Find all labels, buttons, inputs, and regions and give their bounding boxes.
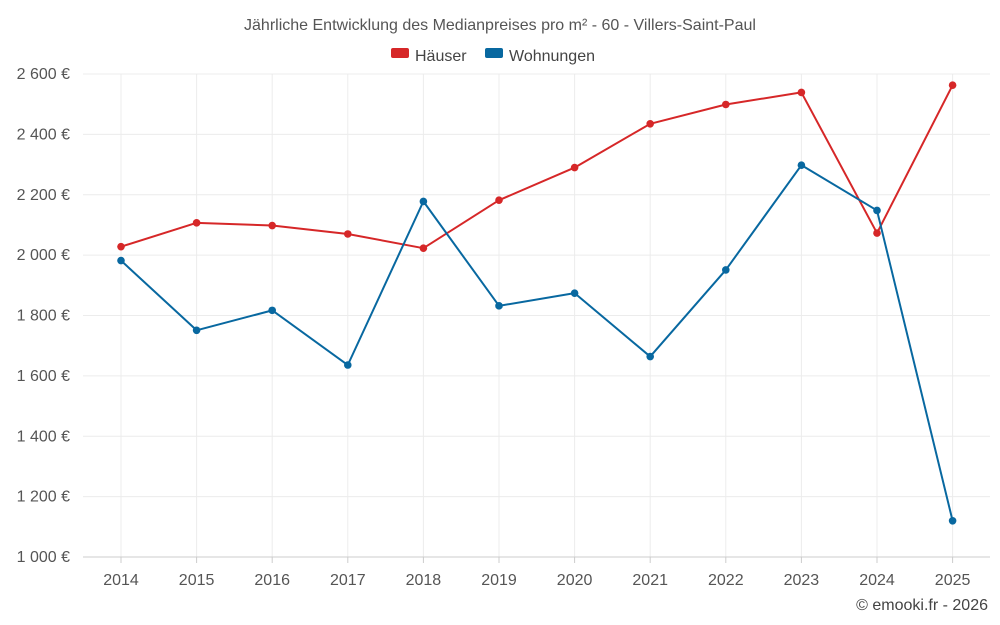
data-point-wohnungen xyxy=(192,326,201,335)
data-point-wohnungen xyxy=(268,306,277,315)
series xyxy=(117,81,957,525)
data-point-haeuser xyxy=(192,219,201,227)
y-tick-label: 2 200 € xyxy=(17,187,70,204)
x-tick-label: 2025 xyxy=(935,572,971,589)
data-point-haeuser xyxy=(646,120,654,128)
x-tick-label: 2024 xyxy=(859,572,895,589)
y-tick-label: 2 000 € xyxy=(17,247,70,264)
data-point-wohnungen xyxy=(344,361,352,369)
data-point-haeuser xyxy=(344,230,352,238)
legend-swatch-wohnungen xyxy=(485,48,503,58)
credit-text: © emooki.fr - 2026 xyxy=(856,597,988,614)
data-point-haeuser xyxy=(495,196,503,204)
data-point-wohnungen xyxy=(646,352,654,361)
y-tick-label: 2 400 € xyxy=(17,126,70,143)
data-point-haeuser xyxy=(873,229,881,237)
y-tick-label: 1 000 € xyxy=(17,549,70,566)
x-tick-label: 2018 xyxy=(406,572,442,589)
data-point-wohnungen xyxy=(419,197,428,206)
x-tick-label: 2019 xyxy=(481,572,517,589)
legend-label-haeuser: Häuser xyxy=(415,48,467,65)
x-tick-label: 2020 xyxy=(557,572,593,589)
data-point-wohnungen xyxy=(570,289,579,297)
data-point-wohnungen xyxy=(873,206,881,215)
data-point-wohnungen xyxy=(948,516,957,525)
legend-swatch-haeuser xyxy=(391,48,409,58)
data-point-wohnungen xyxy=(495,302,503,310)
data-point-haeuser xyxy=(948,81,957,89)
y-tick-label: 1 800 € xyxy=(17,308,70,325)
data-point-haeuser xyxy=(117,242,125,251)
x-tick-label: 2023 xyxy=(784,572,820,589)
data-point-haeuser xyxy=(419,244,428,252)
data-point-haeuser xyxy=(722,100,730,109)
x-tick-label: 2015 xyxy=(179,572,215,589)
series-line-wohnungen xyxy=(120,164,954,522)
x-tick-label: 2022 xyxy=(708,572,744,589)
x-tick-label: 2014 xyxy=(103,572,139,589)
y-tick-label: 1 200 € xyxy=(17,489,70,506)
y-tick-label: 2 600 € xyxy=(17,66,70,83)
legend-item-wohnungen[interactable]: Wohnungen xyxy=(485,48,595,65)
axes: 1 000 € 1 200 € 1 400 € 1 600 € 1 800 € 2 000… xyxy=(17,66,990,589)
y-tick-label: 1 600 € xyxy=(17,368,70,385)
series-line-haeuser xyxy=(120,84,954,250)
data-point-haeuser xyxy=(797,88,806,97)
data-point-haeuser xyxy=(268,221,277,230)
x-tick-label: 2016 xyxy=(254,572,290,589)
data-point-wohnungen xyxy=(797,161,806,169)
y-tick-label: 1 400 € xyxy=(17,428,70,445)
data-point-haeuser xyxy=(570,163,579,172)
x-tick-label: 2021 xyxy=(632,572,668,589)
x-tick-label: 2017 xyxy=(330,572,366,589)
grid xyxy=(83,73,990,557)
legend-item-haeuser[interactable]: Häuser xyxy=(391,48,467,65)
data-point-wohnungen xyxy=(117,256,125,265)
legend-label-wohnungen: Wohnungen xyxy=(509,48,595,65)
legend: Häuser Wohnungen xyxy=(391,48,595,65)
data-point-wohnungen xyxy=(722,266,730,274)
chart-title: Jährliche Entwicklung des Medianpreises … xyxy=(244,17,756,34)
